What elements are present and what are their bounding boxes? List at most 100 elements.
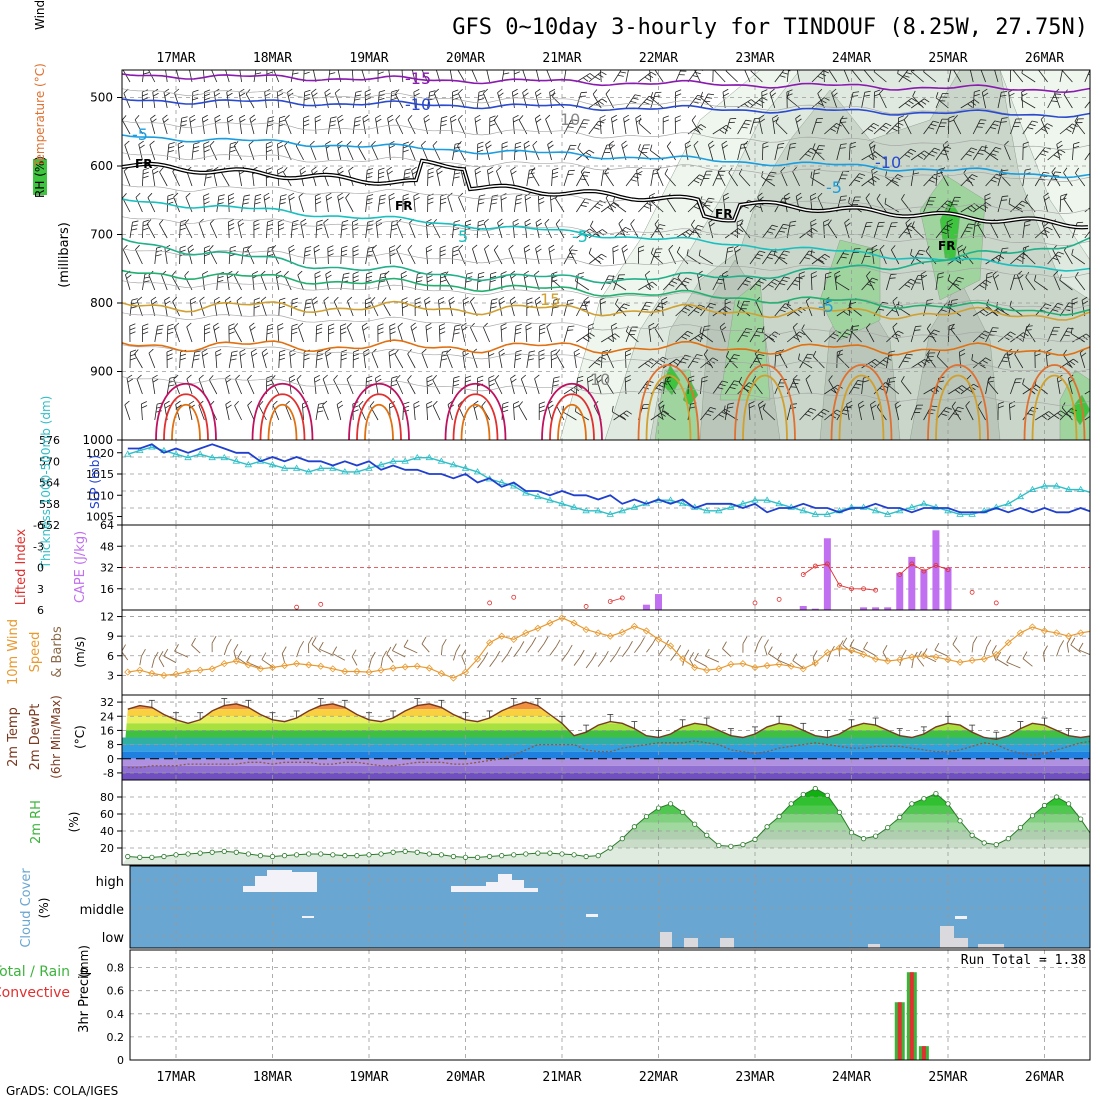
wind-barb <box>346 374 354 395</box>
barb-staff <box>1045 352 1048 369</box>
barb-staff <box>146 223 156 239</box>
barb-flag <box>595 124 602 127</box>
barb-flag <box>784 196 791 201</box>
barb-flag <box>387 170 393 175</box>
wind-barb <box>209 245 218 265</box>
barb-flag <box>306 298 313 301</box>
wind-barb <box>407 375 416 395</box>
barb-flag <box>535 218 542 223</box>
wind-barb <box>879 88 887 109</box>
barb-flag <box>772 114 778 119</box>
barb-staff <box>461 326 466 343</box>
barb-flag <box>439 327 446 331</box>
wind-barb <box>485 140 492 161</box>
barb-flag <box>378 93 385 97</box>
barb-flag <box>292 220 299 223</box>
barb-flag <box>689 652 695 660</box>
wind-barb <box>662 115 669 135</box>
barb-flag <box>366 198 373 201</box>
barb-staff <box>1006 661 1021 669</box>
contour-minus5 <box>122 134 1090 179</box>
barb-flag <box>974 99 980 104</box>
barb-flag <box>708 140 714 145</box>
thickness-marker <box>582 507 590 514</box>
barb-staff <box>851 70 862 83</box>
wind-barb <box>1022 220 1031 239</box>
barb-flag <box>998 254 1005 260</box>
barb-staff <box>151 658 155 668</box>
wind-barb <box>596 374 603 395</box>
wind-barb <box>216 194 225 213</box>
wind-barb <box>965 401 974 421</box>
cape-tick-label: 48 <box>100 540 114 553</box>
barb-flag <box>168 142 175 145</box>
date-label-bottom: 25MAR <box>928 1070 967 1085</box>
wind-barb <box>774 250 790 265</box>
wind-barb <box>823 70 825 83</box>
barb-flag <box>441 116 448 119</box>
barb-flag <box>721 140 728 145</box>
wind-barb <box>923 70 937 83</box>
barb-staff <box>863 648 876 656</box>
barb-staff <box>395 119 404 135</box>
barb-flag <box>338 170 344 175</box>
barb-flag <box>766 257 773 260</box>
wind-barb <box>523 140 531 161</box>
date-label-bottom: 20MAR <box>446 1070 485 1085</box>
wind-barb <box>476 271 485 291</box>
wind-barb <box>134 115 143 135</box>
barb-flag <box>979 284 985 289</box>
surface-temp-loop <box>364 403 394 440</box>
barb-flag <box>1051 100 1058 102</box>
thickness-marker <box>920 499 928 507</box>
thickness-marker <box>449 461 458 468</box>
surface-wind-barb <box>634 637 645 654</box>
barb-flag <box>461 649 467 657</box>
wind-barb <box>871 244 878 265</box>
wind-barb <box>483 88 490 109</box>
barb-flag <box>529 168 536 171</box>
barb-flag <box>455 644 461 652</box>
barb-flag <box>864 90 871 93</box>
wind-barb <box>365 297 372 317</box>
slp-panel-frame <box>121 439 1091 526</box>
wind-barb <box>910 404 924 421</box>
barb-flag <box>962 246 967 252</box>
barb-staff <box>650 253 664 265</box>
barb-flag <box>346 140 352 146</box>
thickness-marker <box>678 499 687 507</box>
barb-flag <box>969 177 975 181</box>
barb-flag <box>341 245 348 249</box>
barb-flag <box>1001 199 1008 201</box>
barb-staff <box>1021 99 1036 109</box>
barb-staff <box>198 378 205 395</box>
barb-flag <box>515 354 522 357</box>
wind-barb <box>946 219 953 239</box>
barb-staff <box>500 326 503 343</box>
barb-staff <box>458 249 466 265</box>
cape-bar <box>872 607 880 610</box>
barb-flag <box>657 227 664 230</box>
barb-flag <box>379 276 386 279</box>
barb-staff <box>148 352 156 369</box>
barb-flag <box>905 218 911 224</box>
barb-staff <box>774 254 788 265</box>
thickness-marker <box>280 464 289 471</box>
barb-flag <box>743 123 750 125</box>
wind-barb <box>960 147 978 161</box>
wind-barb <box>1010 70 1012 83</box>
barb-flag <box>692 101 699 104</box>
barb-flag <box>892 322 898 328</box>
barb-staff <box>313 248 317 265</box>
wind-barb <box>188 400 195 421</box>
wind-barb <box>757 192 764 213</box>
barb-staff <box>839 120 850 135</box>
barb-flag <box>179 245 186 249</box>
wind-barb <box>377 323 384 343</box>
wind-barb <box>612 275 627 291</box>
barb-flag <box>174 644 179 652</box>
barb-staff <box>703 354 714 369</box>
barb-flag <box>757 280 764 284</box>
barb-flag <box>833 412 840 416</box>
barb-flag <box>524 218 531 223</box>
